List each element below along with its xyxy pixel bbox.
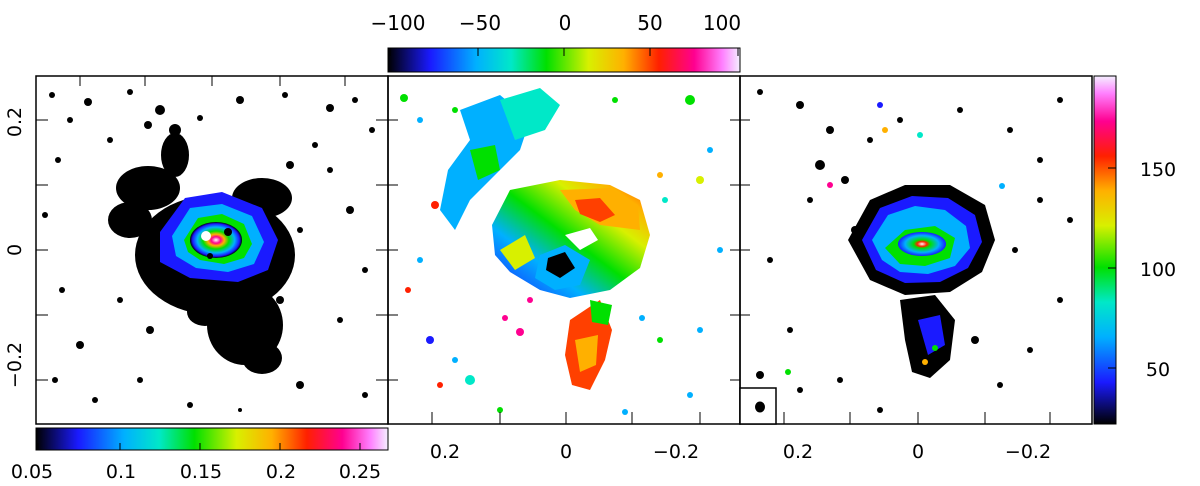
right-colorbar: 150 100 50 bbox=[1093, 75, 1176, 425]
right-colorbar-ramp bbox=[1093, 75, 1117, 425]
right-x-tick-label: −0.2 bbox=[1005, 441, 1051, 463]
middle-colorbar-tick-label: −50 bbox=[459, 11, 501, 35]
left-map-image bbox=[42, 89, 375, 412]
left-y-tick-labels: 0.2 0 −0.2 bbox=[4, 107, 26, 388]
panel-left: 0.2 0 −0.2 0.05 0.1 0.15 0.2 0.25 bbox=[4, 75, 389, 483]
left-colorbar-tick-label: 0.05 bbox=[11, 461, 53, 483]
left-colorbar-ticks bbox=[37, 443, 361, 450]
right-x-tick-label: 0.2 bbox=[783, 441, 813, 463]
middle-ticks bbox=[388, 119, 740, 424]
left-ticks bbox=[36, 76, 388, 381]
left-colorbar-tick-label: 0.2 bbox=[266, 461, 296, 483]
middle-colorbar-ticks bbox=[389, 48, 739, 56]
middle-x-tick-label: −0.2 bbox=[653, 441, 699, 463]
middle-x-tick-labels: 0.2 0 −0.2 bbox=[430, 441, 699, 463]
left-colorbar-ramp bbox=[35, 427, 389, 451]
left-colorbar-tick-label: 0.1 bbox=[106, 461, 136, 483]
left-colorbar-tick-label: 0.25 bbox=[339, 461, 381, 483]
left-colorbar-tick-label: 0.15 bbox=[180, 461, 222, 483]
right-colorbar-tick-label: 150 bbox=[1140, 159, 1176, 181]
middle-x-tick-label: 0.2 bbox=[430, 441, 460, 463]
middle-colorbar-tick-label: 100 bbox=[703, 11, 741, 35]
middle-map-image bbox=[400, 88, 723, 415]
right-beam-box bbox=[739, 387, 777, 425]
left-y-tick-label: 0.2 bbox=[4, 107, 26, 137]
middle-colorbar-tick-label: 50 bbox=[637, 11, 662, 35]
beam-ellipse bbox=[755, 401, 765, 413]
panel-right: 0.2 0 −0.2 150 100 50 bbox=[739, 75, 1176, 463]
middle-colorbar-tick-label: −100 bbox=[371, 11, 426, 35]
left-y-tick-label: −0.2 bbox=[4, 342, 26, 388]
left-y-tick-label: 0 bbox=[4, 244, 26, 256]
right-colorbar-tick-label: 100 bbox=[1140, 259, 1176, 281]
right-colorbar-ticks bbox=[1108, 167, 1116, 369]
right-map-image bbox=[756, 89, 1073, 413]
middle-colorbar: −100 −50 0 50 100 bbox=[371, 11, 741, 73]
right-x-tick-labels: 0.2 0 −0.2 bbox=[783, 441, 1051, 463]
right-colorbar-tick-label: 50 bbox=[1146, 359, 1170, 381]
right-x-tick-label: 0 bbox=[912, 441, 924, 463]
right-ticks bbox=[740, 119, 1051, 424]
left-colorbar: 0.05 0.1 0.15 0.2 0.25 bbox=[11, 427, 389, 483]
panel-middle: 0.2 0 −0.2 −100 −50 0 50 100 bbox=[371, 11, 742, 463]
middle-x-tick-label: 0 bbox=[560, 441, 572, 463]
middle-colorbar-tick-label: 0 bbox=[559, 11, 572, 35]
